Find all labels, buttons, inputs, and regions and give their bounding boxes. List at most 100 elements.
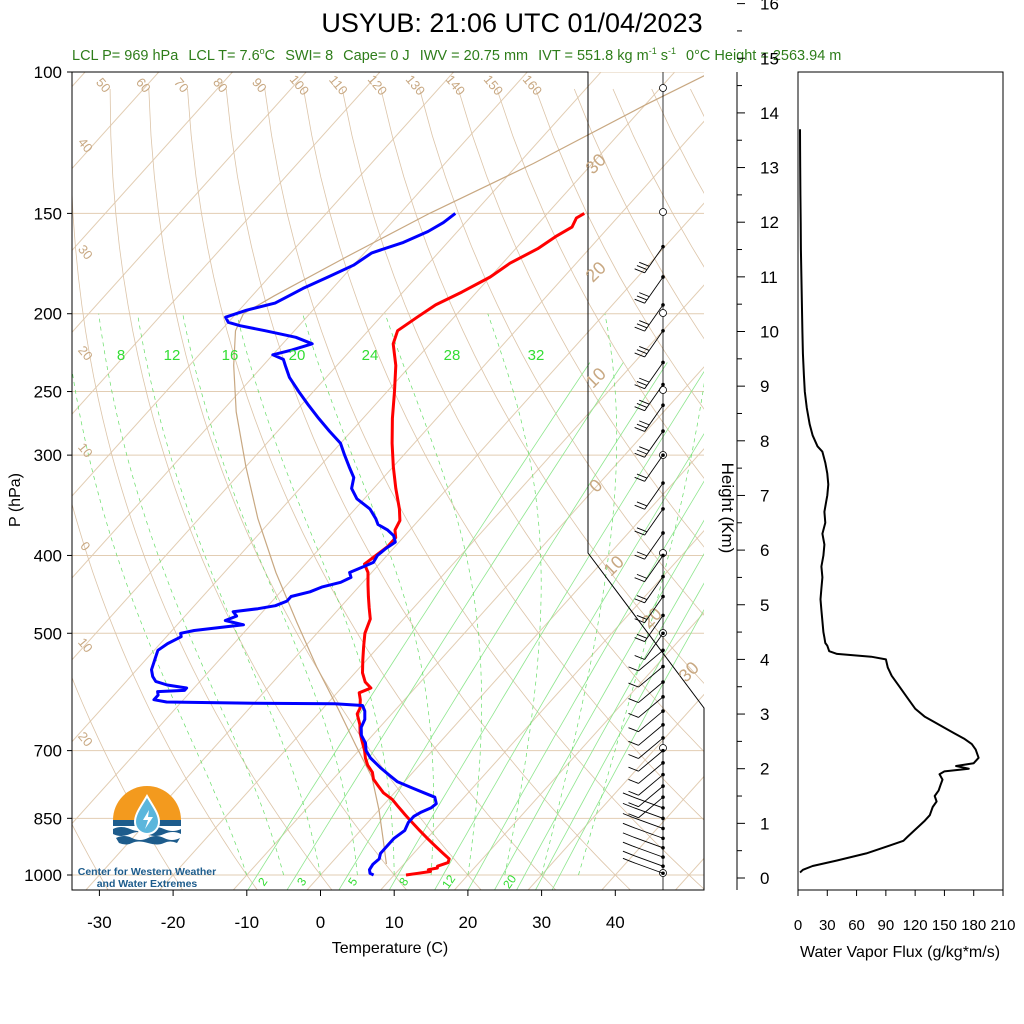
barb-feather [634, 352, 645, 358]
wind-barb [632, 796, 664, 809]
moist-adiabat [541, 313, 618, 876]
height-tick-label: 9 [760, 377, 769, 396]
wind-barb [644, 508, 664, 536]
barb-feather [628, 740, 639, 746]
mixing-ratio-line [247, 362, 591, 890]
height-tick-label: 7 [760, 486, 769, 505]
flux-tick-label: 30 [819, 917, 836, 934]
isotherm-label: 90 [249, 75, 270, 96]
wind-barb [644, 633, 664, 660]
dry-adiabat [573, 88, 704, 340]
wind-barb [638, 737, 664, 759]
barb-feather [622, 841, 634, 847]
mixing-ratio-label-bottom: 8 [396, 875, 411, 889]
mixing-ratio-line [494, 519, 704, 890]
barb-feather [639, 345, 650, 351]
barb-feather [634, 384, 645, 390]
isotherm-label: 40 [75, 135, 96, 156]
barb-feather [634, 618, 645, 624]
flux-tick-label: 210 [990, 917, 1015, 934]
barb-feather [636, 449, 648, 455]
x-axis-label: Temperature (C) [332, 940, 448, 957]
moist-adiabat [182, 313, 358, 876]
height-tick-label: 10 [760, 323, 779, 342]
y-tick-label: 500 [34, 624, 62, 643]
wind-barb [644, 246, 664, 274]
lcl-pressure: LCL P= 969 hPa [72, 47, 179, 64]
dry-adiabat [457, 88, 704, 548]
isotherm-line [72, 72, 455, 497]
mixing-ratio-label-bottom: 5 [345, 875, 360, 889]
mixing-ratio-label: 24 [362, 347, 379, 364]
skewt-frame [71, 71, 705, 891]
barb-feather [622, 802, 634, 808]
isotherm-label: 150 [481, 72, 506, 98]
ivt-value: IVT = 551.8 kg m-1 s-1 [538, 46, 676, 64]
barb-feather [639, 446, 650, 452]
height-tick-label: 11 [760, 268, 778, 287]
mixing-ratio-label: 16 [222, 347, 239, 364]
isotherm-line [232, 366, 704, 890]
barb-feather [634, 577, 645, 583]
wind-barb [638, 681, 664, 703]
wind-barb [644, 330, 664, 358]
barb-feather [636, 551, 648, 557]
height-axis-label: Height (Km) [718, 463, 737, 554]
mixing-ratio-line [338, 362, 668, 890]
wind-barb [644, 304, 664, 332]
height-tick-label: 8 [760, 432, 769, 451]
barb-feather [628, 682, 639, 688]
barb-feather [622, 813, 634, 818]
isotherm-label: 140 [443, 72, 468, 98]
height-tick-label: 12 [760, 213, 779, 232]
barb-feather [636, 403, 648, 408]
wind-barb [638, 796, 664, 819]
mixing-ratio-label-bottom: 3 [294, 875, 309, 889]
wind-barb [638, 666, 664, 688]
mixing-ratio-line [516, 553, 704, 890]
wind-barb [644, 576, 664, 604]
x-tick-label: 30 [532, 913, 551, 932]
y-axis-label: P (hPa) [7, 473, 24, 527]
mixing-ratio-label: 8 [117, 347, 125, 364]
parcel-path [233, 75, 704, 865]
barb-feather [634, 298, 645, 304]
isotherm-line [72, 72, 602, 661]
dry-adiabat [535, 88, 704, 410]
isotherm-line [72, 72, 307, 333]
mixing-ratio-label: 20 [289, 347, 306, 364]
barb-feather [628, 727, 639, 733]
isotherm-line [380, 530, 704, 890]
barb-feather [622, 857, 634, 863]
flux-curve-group [799, 129, 980, 874]
moist-adiabat [236, 313, 395, 876]
water-drop-sun-icon [113, 786, 181, 845]
wind-barb [638, 750, 664, 772]
y-tick-label: 300 [34, 446, 62, 465]
barb-feather [639, 292, 650, 298]
isotherm-line [0, 35, 44, 908]
wind-barb [644, 404, 664, 432]
isotherm-label: 50 [93, 75, 114, 96]
x-tick-label: -10 [235, 913, 260, 932]
isotherm-label: 0 [77, 539, 93, 554]
height-tick-label: 0 [760, 869, 769, 888]
barb-feather [628, 802, 639, 808]
barb-feather [636, 380, 648, 386]
moist-adiabat [302, 313, 434, 876]
barb-feather [634, 504, 645, 510]
height-tick-label: 1 [760, 814, 769, 833]
wind-barb [638, 762, 664, 784]
mixing-ratio-label: 32 [528, 347, 545, 364]
dry-adiabat [845, 89, 1024, 892]
dry-adiabat [768, 89, 1024, 892]
barb-feather [634, 326, 645, 332]
mixing-ratio-line [467, 480, 704, 890]
wind-barb [644, 596, 664, 624]
barb-feather [634, 554, 645, 560]
iwv-value: IWV = 20.75 mm [419, 47, 529, 64]
wind-barb [632, 817, 664, 829]
dry-adiabat [419, 88, 704, 616]
x-tick-label: 0 [316, 913, 325, 932]
wind-barb [638, 774, 664, 796]
